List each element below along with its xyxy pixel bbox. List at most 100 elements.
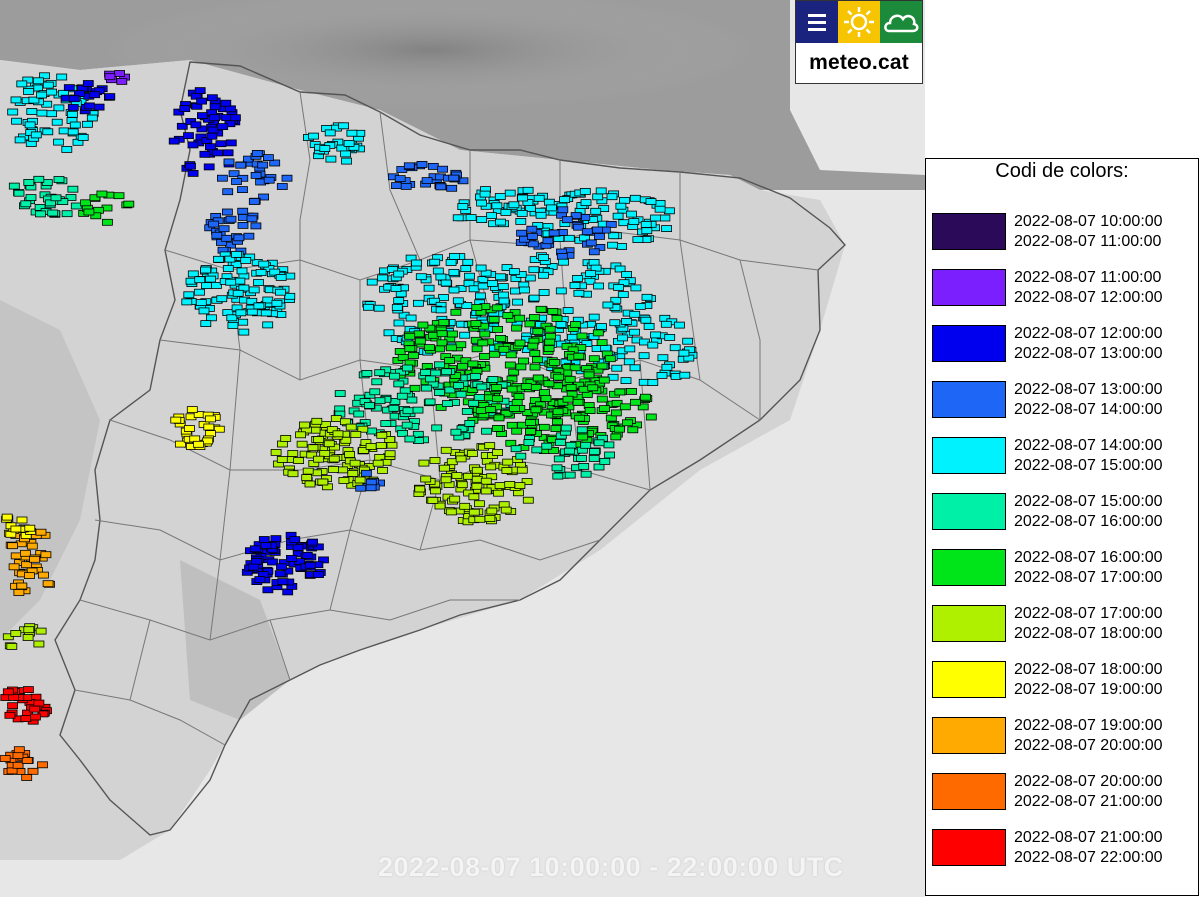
strike-marker [377,466,389,474]
strike-marker [650,214,661,222]
strike-marker [83,208,95,216]
strike-marker [332,430,344,438]
strike-marker [533,194,545,202]
strike-marker [645,198,657,206]
strike-marker [486,473,498,481]
strike-marker [434,389,445,396]
strike-marker [593,282,604,290]
strike-marker [527,240,539,248]
strike-marker [527,233,538,240]
strike-marker [521,346,533,354]
legend-swatch [932,717,1006,754]
strike-marker [464,272,475,280]
strike-marker [440,279,452,287]
strike-marker [187,169,199,177]
legend-label: 2022-08-07 11:00:00 2022-08-07 12:00:00 [1014,268,1163,308]
strike-marker [632,236,644,244]
strike-marker [468,285,480,293]
strike-marker [569,281,581,289]
strike-marker [393,297,405,305]
legend-from: 2022-08-07 11:00:00 [1014,269,1162,286]
strike-marker [519,286,530,294]
strike-marker [526,225,538,233]
legend-from: 2022-08-07 14:00:00 [1014,437,1163,454]
strike-marker [206,94,218,102]
strike-marker [489,350,501,358]
strike-marker [307,538,319,546]
strike-marker [42,128,54,136]
strike-marker [26,542,38,550]
strike-marker [304,561,316,569]
strike-marker [453,382,465,389]
legend-swatch [932,605,1006,642]
strike-marker [10,630,22,637]
strike-marker [511,324,523,332]
strike-marker [228,170,240,178]
strike-marker [569,364,581,372]
strike-marker [330,415,342,423]
strike-marker [562,395,574,403]
strike-marker [577,433,588,441]
strike-marker [8,563,20,571]
strike-marker [202,437,214,445]
strike-marker [6,643,18,650]
strike-marker [237,186,248,194]
strike-marker [441,400,453,408]
strike-marker [468,508,480,516]
strike-marker [564,447,575,455]
strike-marker [473,393,485,401]
strike-marker [573,352,585,360]
strike-marker [420,368,431,376]
lightning-map[interactable]: 2022-08-07 10:00:00 - 22:00:00 UTC [0,0,925,897]
strike-marker [474,292,486,300]
meteocat-logo[interactable]: meteo.cat [795,0,923,84]
strike-marker [366,278,378,286]
strike-marker [498,345,510,353]
strike-marker [471,482,483,490]
strike-marker [35,528,47,536]
strike-marker [69,121,81,129]
strike-marker [471,345,483,353]
strike-marker [629,194,641,202]
strike-marker [82,80,94,87]
strike-marker [593,439,605,447]
strike-marker [493,489,504,497]
strike-marker [555,438,566,446]
strike-marker [452,297,464,305]
strike-marker [250,171,262,179]
strike-marker [65,194,77,201]
strike-marker [406,396,418,404]
strike-marker [237,318,249,326]
strike-marker [476,383,488,391]
strike-marker [21,774,33,781]
strike-marker [240,256,252,264]
strike-marker [255,269,267,277]
strike-marker [486,212,497,220]
strike-marker [637,403,649,411]
strike-marker [394,368,406,376]
strike-marker [281,174,293,182]
strike-marker [365,484,377,492]
strike-marker [123,200,135,208]
strike-marker [629,328,640,336]
strike-marker [580,441,592,449]
strike-marker [622,419,633,427]
strike-marker [7,108,19,116]
strike-marker [587,384,599,392]
strike-marker [493,414,505,422]
strike-marker [269,159,281,167]
strike-marker [233,234,245,242]
strike-marker [391,304,403,311]
strike-marker [318,556,329,564]
strike-marker [617,291,629,299]
strike-marker [334,390,346,398]
strike-marker [338,477,350,484]
legend-label: 2022-08-07 14:00:00 2022-08-07 15:00:00 [1014,436,1163,476]
strike-marker [23,178,35,186]
strike-marker [194,87,206,94]
strike-marker [67,104,79,111]
strike-marker [427,162,439,170]
strike-marker [82,120,93,128]
strike-marker [516,229,527,237]
strike-marker [235,161,247,169]
